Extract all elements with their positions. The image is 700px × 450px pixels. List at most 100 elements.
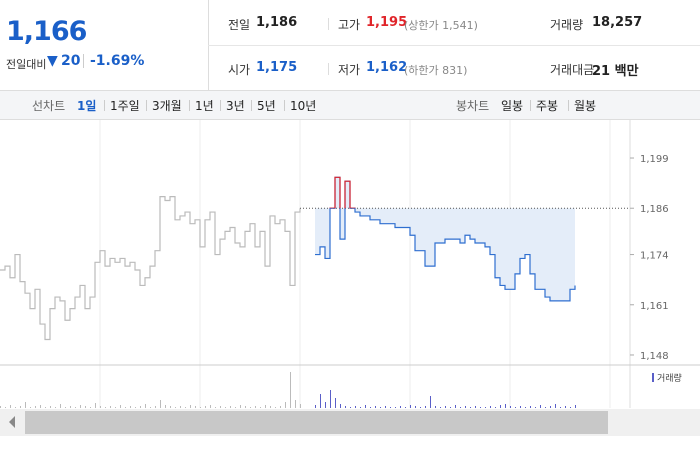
tab-label: 선차트 (32, 99, 66, 113)
volume-bar (315, 405, 316, 408)
volume-bar (25, 402, 26, 408)
line (315, 176, 576, 302)
stat-label: 시가 (228, 63, 251, 77)
volume-bar (75, 407, 76, 408)
tab-item[interactable]: 일봉 (501, 99, 524, 113)
volume-bar (485, 407, 486, 408)
volume-bar (465, 406, 466, 408)
scroll-left[interactable] (9, 416, 15, 428)
tab-item[interactable]: 5년 (257, 99, 276, 113)
volume-bar (340, 404, 341, 408)
volume-bar (410, 405, 411, 408)
volume-bar (190, 405, 191, 408)
change: 20 (61, 53, 81, 69)
row-divider (208, 45, 700, 46)
volume-bar (135, 407, 136, 408)
volume-bar (200, 407, 201, 408)
volume-bar (475, 406, 476, 408)
volume-bar (95, 403, 96, 408)
volume-bar (565, 406, 566, 408)
tab-item[interactable]: 1일 (77, 99, 97, 113)
volume-bar (395, 407, 396, 408)
tab-sep (530, 100, 531, 111)
volume-bar (170, 406, 171, 408)
volume-bar (270, 406, 271, 408)
change-arrow: ▼ (47, 53, 58, 69)
volume-bar (325, 402, 326, 408)
volume-bar (530, 406, 531, 408)
volume-bar (235, 407, 236, 408)
volume-bar (445, 406, 446, 408)
tab-item[interactable]: 1년 (195, 99, 214, 113)
volume-bar (455, 405, 456, 408)
volume-bar (50, 406, 51, 408)
stat-label: 거래대금 (550, 63, 595, 77)
volume-bar (15, 407, 16, 408)
volume-bar (175, 407, 176, 408)
tab-bar (0, 90, 700, 120)
volume-bar (515, 407, 516, 408)
volume-bar (290, 372, 291, 408)
volume-bar (360, 407, 361, 408)
tab-item[interactable]: 1주일 (110, 99, 140, 113)
volume-bar (470, 407, 471, 408)
volume-bar (370, 407, 371, 408)
change-label: 전일대비 (6, 58, 47, 71)
volume-bar (440, 407, 441, 408)
volume-bar (525, 407, 526, 408)
volume-bar (365, 405, 366, 408)
tab-item[interactable]: 3개월 (152, 99, 182, 113)
volume-bar (115, 407, 116, 408)
volume-bar (380, 407, 381, 408)
stat-value: 21 백만 (592, 64, 639, 79)
tab-sep (251, 100, 252, 111)
divider (83, 54, 84, 68)
y-tick-label: 1,161 (640, 301, 669, 312)
volume-bar (555, 404, 556, 408)
volume-bar (220, 406, 221, 408)
legend-label: 거래량 (657, 372, 682, 384)
volume-bar (210, 405, 211, 408)
volume-bar (570, 407, 571, 408)
volume-bar (245, 406, 246, 408)
volume-bar (425, 406, 426, 408)
stat-divider (328, 18, 329, 30)
volume-bar (70, 406, 71, 408)
scrollbar-thumb[interactable] (25, 411, 608, 434)
volume-bar (105, 407, 106, 408)
volume-bar (60, 404, 61, 408)
volume-bar (140, 406, 141, 408)
tab-item[interactable]: 월봉 (574, 99, 597, 113)
volume-bar (20, 406, 21, 408)
volume-bar (10, 405, 11, 408)
volume-bar (130, 406, 131, 408)
volume-bar (100, 406, 101, 408)
y-tick-label: 1,148 (640, 351, 669, 362)
volume-bar (265, 405, 266, 408)
volume-bar (575, 405, 576, 408)
volume-bar (535, 407, 536, 408)
tab-sep (189, 100, 190, 111)
volume-bar (90, 407, 91, 408)
volume-bar (5, 407, 6, 408)
volume-bar (300, 404, 301, 408)
volume-bar (160, 400, 161, 408)
volume-bar (385, 406, 386, 408)
change-pct: -1.69% (90, 53, 145, 69)
stat-label: 거래량 (550, 18, 584, 32)
tab-item[interactable]: 3년 (226, 99, 245, 113)
stat-divider (328, 63, 329, 75)
tab-item[interactable]: 주봉 (536, 99, 559, 113)
y-tick-label: 1,186 (640, 204, 669, 215)
volume-bar (150, 407, 151, 408)
volume-bar (345, 406, 346, 408)
tab-item[interactable]: 10년 (290, 99, 317, 113)
volume-bar (180, 406, 181, 408)
volume-bar (335, 398, 336, 408)
volume-bar (255, 406, 256, 408)
volume-bar (40, 405, 41, 408)
volume-bar (540, 405, 541, 408)
tab-label: 봉차트 (456, 99, 490, 113)
volume-bar (500, 405, 501, 408)
stat-label: 고가 (338, 18, 361, 32)
